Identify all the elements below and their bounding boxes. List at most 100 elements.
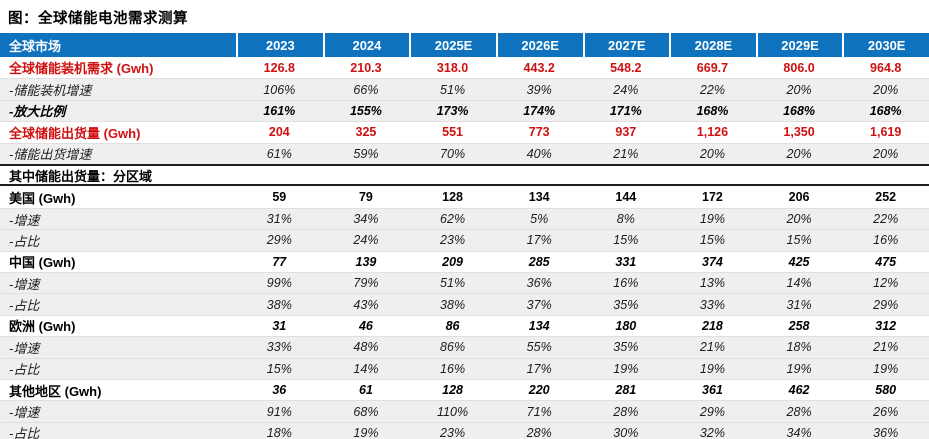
- cell-value: 34%: [786, 425, 812, 439]
- cell-value: 36%: [873, 425, 899, 439]
- column-header: 2029E: [755, 33, 843, 57]
- cell-value: 325: [355, 125, 377, 140]
- table-row: -占比 18% 19% 23% 28% 30% 32% 34% 36%: [0, 421, 929, 439]
- cell-value: 28%: [613, 404, 639, 419]
- figure-title: 图：全球储能电池需求测算: [8, 11, 188, 27]
- cell-value: 55%: [526, 340, 552, 355]
- cell-value: 29%: [266, 233, 292, 248]
- cell-value: 210.3: [350, 60, 382, 75]
- cell-value: 168%: [783, 103, 816, 118]
- cell-value: 168%: [869, 103, 902, 118]
- cell-value: 173%: [436, 103, 469, 118]
- cell-value: 8%: [616, 212, 635, 227]
- cell-value: 21%: [873, 340, 899, 355]
- row-label: -占比: [9, 426, 40, 439]
- table-row: 其中储能出货量：分区域: [0, 163, 929, 187]
- corner-header: 全球市场: [9, 38, 62, 54]
- column-header: 2030E: [842, 33, 929, 57]
- cell-value: 66%: [353, 82, 379, 97]
- cell-value: 29%: [873, 297, 899, 312]
- cell-value: 14%: [786, 276, 812, 291]
- cell-value: 285: [528, 254, 550, 269]
- cell-value: 26%: [873, 404, 899, 419]
- table-row: -储能出货增速 61% 59% 70% 40% 21% 20% 20% 20%: [0, 142, 929, 164]
- cell-value: 48%: [353, 340, 379, 355]
- cell-value: 134: [528, 190, 550, 205]
- cell-value: 61%: [266, 146, 292, 161]
- cell-value: 128: [442, 190, 463, 205]
- cell-value: 24%: [353, 233, 379, 248]
- cell-value: 964.8: [870, 60, 902, 75]
- cell-value: 20%: [873, 82, 899, 97]
- cell-value: 20%: [786, 82, 812, 97]
- cell-value: 773: [528, 125, 550, 140]
- cell-value: 79%: [353, 276, 379, 291]
- row-label: -储能出货增速: [9, 147, 92, 163]
- cell-value: 59%: [353, 146, 379, 161]
- cell-value: 155%: [349, 103, 382, 118]
- column-header: 2028E: [669, 33, 756, 57]
- cell-value: 20%: [873, 146, 899, 161]
- cell-value: 28%: [526, 425, 552, 439]
- cell-value: 5%: [530, 212, 549, 227]
- cell-value: 51%: [440, 82, 466, 97]
- cell-value: 937: [615, 125, 637, 140]
- cell-value: 59: [272, 190, 287, 205]
- table-row: -增速 31% 34% 62% 5% 8% 19% 20% 22%: [0, 207, 929, 230]
- cell-value: 551: [442, 125, 463, 140]
- cell-value: 218: [702, 318, 723, 333]
- cell-value: 206: [788, 190, 810, 205]
- cell-value: 61: [358, 383, 373, 398]
- cell-value: 209: [442, 254, 463, 269]
- cell-value: 31%: [266, 212, 292, 227]
- row-label: -占比: [9, 233, 40, 249]
- cell-value: 174%: [523, 103, 556, 118]
- table-row: -占比 38% 43% 38% 37% 35% 33% 31% 29%: [0, 293, 929, 315]
- cell-value: 38%: [440, 297, 466, 312]
- row-label: -占比: [9, 362, 40, 378]
- cell-value: 43%: [353, 297, 379, 312]
- cell-value: 16%: [613, 276, 639, 291]
- cell-value: 172: [702, 190, 723, 205]
- cell-value: 1,126: [696, 125, 729, 140]
- cell-value: 331: [615, 254, 637, 269]
- cell-value: 21%: [699, 340, 725, 355]
- cell-value: 79: [358, 190, 373, 205]
- cell-value: 29%: [699, 404, 725, 419]
- row-label: -增速: [9, 340, 40, 356]
- cell-value: 318.0: [436, 60, 469, 75]
- table-row: -储能装机增速 106% 66% 51% 39% 24% 22% 20% 20%: [0, 78, 929, 100]
- cell-value: 171%: [609, 103, 642, 118]
- row-label: -放大比例: [9, 104, 66, 120]
- cell-value: 86%: [440, 340, 466, 355]
- cell-value: 15%: [266, 361, 292, 376]
- cell-value: 19%: [786, 361, 812, 376]
- cell-value: 22%: [873, 212, 899, 227]
- cell-value: 16%: [873, 233, 899, 248]
- cell-value: 258: [788, 318, 810, 333]
- cell-value: 462: [788, 383, 810, 398]
- row-label: 全球储能出货量 (Gwh): [9, 125, 141, 141]
- cell-value: 23%: [440, 233, 466, 248]
- cell-value: 220: [528, 383, 550, 398]
- cell-value: 24%: [613, 82, 639, 97]
- cell-value: 86: [445, 318, 460, 333]
- cell-value: 17%: [526, 361, 552, 376]
- cell-value: 71%: [526, 404, 552, 419]
- demand-table: 全球市场 2023 2024 2025E 2026E 2027E 2028E 2029E 20…: [0, 33, 929, 439]
- row-label: 中国 (Gwh): [9, 255, 76, 271]
- cell-value: 548.2: [610, 60, 642, 75]
- cell-value: 39%: [526, 82, 552, 97]
- cell-value: 38%: [266, 297, 292, 312]
- cell-value: 31%: [786, 297, 812, 312]
- table-row: 其他地区 (Gwh) 36 61 128 220 281 361 462 580: [0, 378, 929, 401]
- cell-value: 21%: [613, 146, 639, 161]
- cell-value: 312: [875, 318, 897, 333]
- row-label: -增速: [9, 276, 40, 292]
- table-row: 欧洲 (Gwh) 31 46 86 134 180 218 258 312: [0, 314, 929, 337]
- table-row: -放大比例 161% 155% 173% 174% 171% 168% 168% 168%: [0, 99, 929, 122]
- table-row: -增速 33% 48% 86% 55% 35% 21% 18% 21%: [0, 336, 929, 358]
- cell-value: 15%: [699, 233, 725, 248]
- cell-value: 374: [702, 254, 723, 269]
